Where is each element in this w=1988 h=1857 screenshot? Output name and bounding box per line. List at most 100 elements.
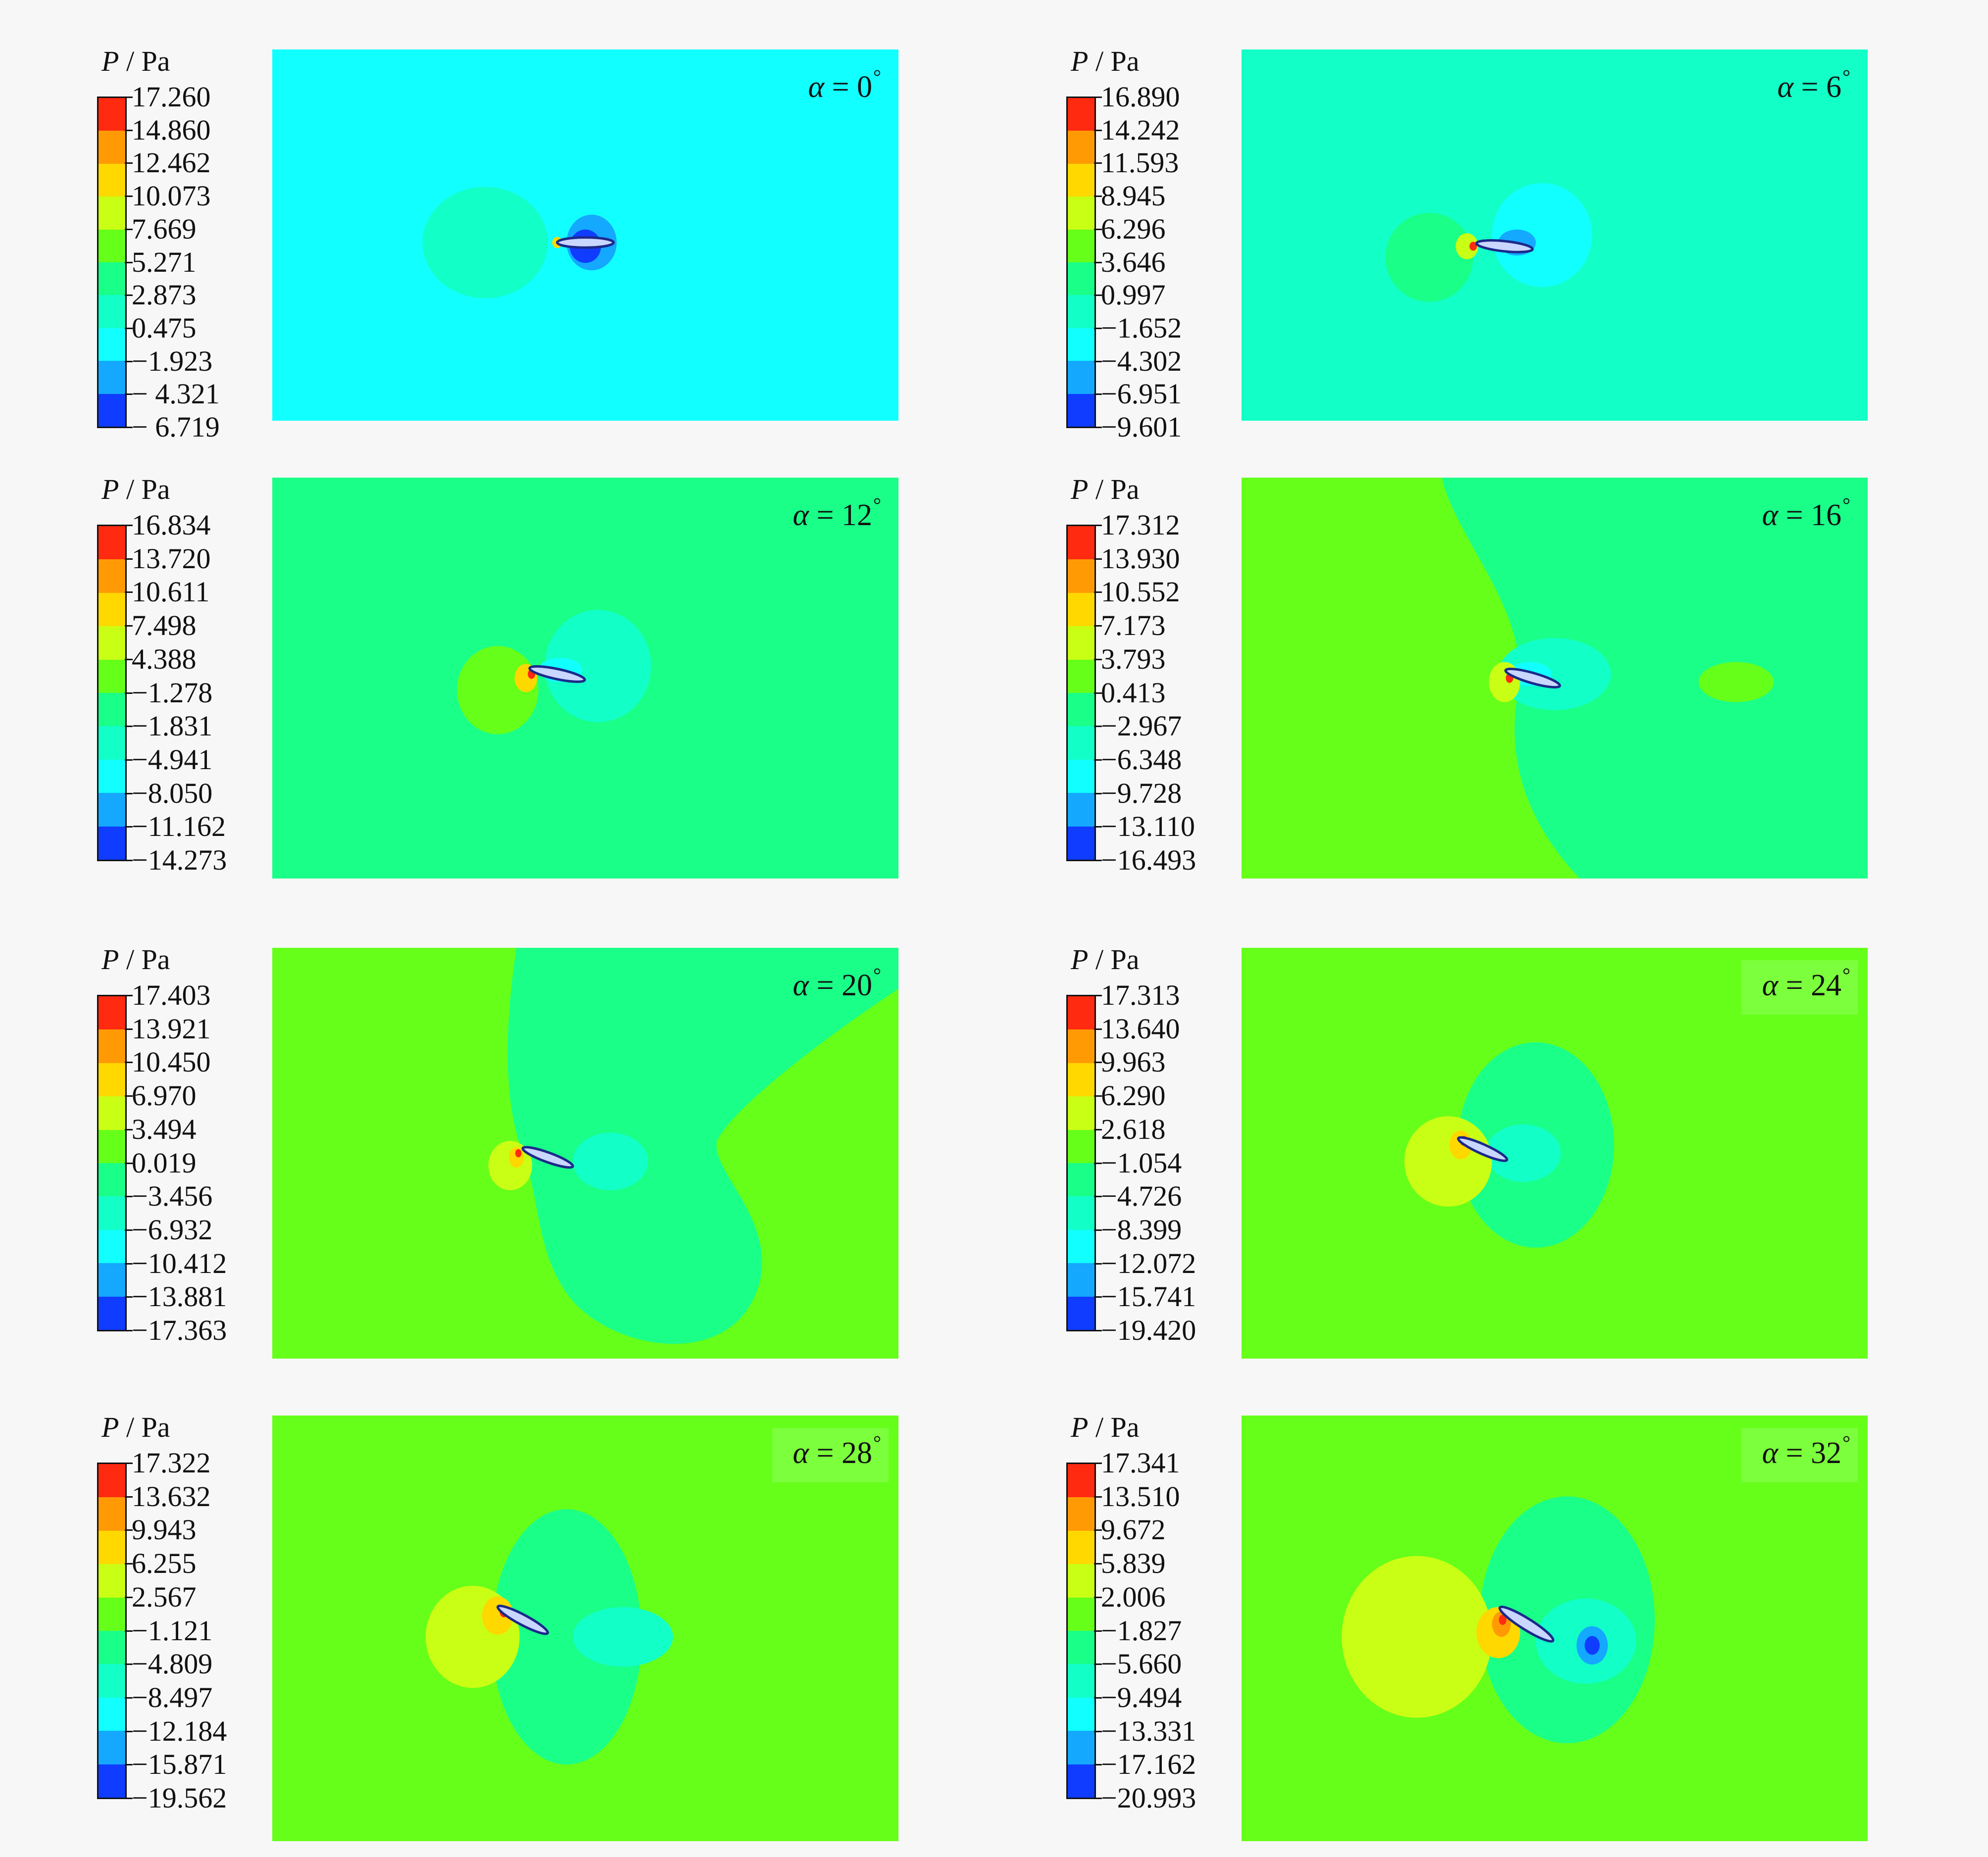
colorbar-title-unit: / Pa [119, 45, 170, 77]
colorbar-title-symbol: P [1071, 45, 1089, 77]
alpha-label-background [1741, 960, 1858, 1015]
pressure-contour-region [1498, 1614, 1507, 1625]
pressure-contour-region [1498, 638, 1611, 710]
colorbar-tick [125, 1563, 133, 1565]
colorbar-title-symbol: P [101, 943, 119, 976]
colorbar-tick [1094, 162, 1102, 164]
colorbar-segment [1068, 361, 1094, 394]
airfoil [1475, 239, 1534, 253]
colorbar-tick [125, 792, 133, 794]
colorbar-tick-label: 2.873 [132, 279, 197, 311]
colorbar-segment [1068, 163, 1094, 197]
colorbar-segment [1068, 559, 1094, 593]
colorbar-tick-label: 0.997 [1101, 279, 1166, 311]
colorbar-segment [1068, 1263, 1094, 1297]
colorbar-title: P / Pa [101, 47, 170, 76]
colorbar-title-unit: / Pa [119, 1411, 170, 1443]
angle-of-attack-label: α = 12° [793, 495, 881, 531]
colorbar-tick [125, 525, 133, 526]
colorbar-tick-label: −1.827 [1101, 1614, 1182, 1647]
colorbar-segment [1068, 1664, 1094, 1698]
pressure-field-svg [488, 948, 898, 1344]
colorbar-tick [125, 591, 133, 593]
colorbar-tick [125, 658, 133, 660]
colorbar-segment [99, 1163, 125, 1197]
colorbar-tick-label: 14.860 [132, 113, 211, 146]
colorbar-tick [125, 1263, 133, 1265]
pressure-field-svg [422, 187, 617, 298]
colorbar-tick-label: 17.403 [132, 979, 211, 1011]
colorbar-tick-label: 13.510 [1101, 1480, 1180, 1513]
colorbar-title: P / Pa [1071, 1413, 1140, 1442]
contour-panel: P / Pa 17.260 14.860 12.462 10.073 7.669 5.271… [0, 45, 969, 441]
colorbar-tick [125, 393, 133, 395]
colorbar-segment [1068, 793, 1094, 827]
colorbar-title-unit: / Pa [119, 473, 170, 505]
colorbar-tick-label: 10.073 [132, 180, 211, 212]
colorbar-segment [99, 826, 125, 860]
colorbar-tick [1094, 625, 1102, 627]
colorbar [97, 995, 127, 1331]
colorbar-segment [1068, 1163, 1094, 1197]
colorbar-title-symbol: P [1071, 943, 1089, 976]
colorbar-tick [125, 558, 133, 560]
colorbar-tick [125, 860, 133, 861]
colorbar-tick-label: 17.322 [132, 1447, 211, 1479]
pressure-contour-region [1404, 1116, 1492, 1207]
colorbar-tick-label: −13.110 [1101, 810, 1195, 843]
contour-panel: P / Pa 17.312 13.930 10.552 7.173 3.793 0.413−… [969, 473, 1938, 893]
pressure-contour-region [1469, 242, 1477, 251]
colorbar-tick-label: −16.493 [1101, 844, 1196, 876]
colorbar [1066, 525, 1096, 861]
colorbar-tick-label: −4.941 [132, 743, 213, 776]
colorbar-title-symbol: P [1071, 1411, 1089, 1443]
angle-of-attack-label: α = 28° [793, 1433, 881, 1470]
colorbar-segment [1068, 1530, 1094, 1564]
contour-panel: P / Pa 16.834 13.720 10.611 7.498 4.388 −1.278… [0, 473, 969, 893]
colorbar-segment [99, 626, 125, 660]
colorbar-tick-label: −19.420 [1101, 1314, 1196, 1346]
colorbar-tick [125, 826, 133, 828]
colorbar-tick-label: −9.601 [1101, 411, 1182, 443]
colorbar-segment [1068, 1229, 1094, 1264]
pressure-band-region [1441, 478, 1868, 879]
airfoil [528, 665, 586, 683]
colorbar-tick-label: −5.660 [1101, 1648, 1182, 1680]
colorbar-segment [1068, 229, 1094, 263]
colorbar-tick [125, 625, 133, 627]
colorbar-title: P / Pa [1071, 945, 1140, 974]
colorbar-tick-label: −8.399 [1101, 1213, 1182, 1246]
colorbar-tick-label: −8.050 [132, 777, 213, 809]
colorbar-tick [1094, 525, 1102, 526]
colorbar-tick [125, 759, 133, 761]
colorbar-tick [125, 228, 133, 230]
colorbar-tick-label: −12.184 [132, 1714, 227, 1747]
pressure-field: α = 6° [1242, 49, 1868, 421]
colorbar-segment [1068, 1631, 1094, 1664]
pressure-contour-region [1492, 183, 1592, 287]
colorbar-title-symbol: P [1071, 473, 1089, 505]
alpha-symbol: α [793, 1436, 809, 1470]
colorbar-tick-label: −4.726 [1101, 1180, 1182, 1213]
colorbar-segment [99, 1196, 125, 1230]
alpha-label-background [772, 1428, 889, 1482]
colorbar-tick-label: −3.456 [132, 1180, 213, 1213]
airfoil [556, 236, 615, 249]
colorbar-tick-label: −6.951 [1101, 378, 1182, 410]
colorbar-tick [125, 1764, 133, 1766]
pressure-field-svg [457, 610, 651, 734]
degree-symbol: ° [873, 65, 881, 88]
colorbar-tick-label: 2.006 [1101, 1580, 1166, 1613]
colorbar-tick [1094, 327, 1102, 329]
colorbar-title: P / Pa [1071, 47, 1140, 76]
pressure-field-svg [425, 1509, 673, 1765]
colorbar-tick-label: 9.943 [132, 1514, 197, 1546]
colorbar-tick [125, 726, 133, 728]
colorbar-title: P / Pa [1071, 475, 1140, 504]
colorbar-tick-label: 13.921 [132, 1012, 211, 1045]
colorbar-tick [1094, 860, 1102, 861]
colorbar-tick [1094, 1798, 1102, 1799]
colorbar-tick-label: 5.839 [1101, 1547, 1166, 1580]
colorbar-tick [125, 1529, 133, 1531]
degree-symbol: ° [873, 493, 881, 516]
